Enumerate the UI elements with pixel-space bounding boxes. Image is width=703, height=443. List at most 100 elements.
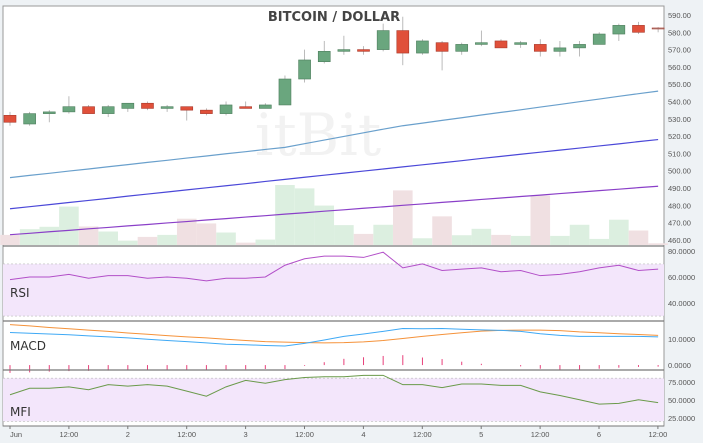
volume-bar xyxy=(235,242,256,245)
price-tick-label: 510.00 xyxy=(668,149,691,158)
candle xyxy=(455,44,469,52)
macd-tick-label: 10.0000 xyxy=(668,335,695,344)
volume-bar xyxy=(491,234,511,245)
volume-bar xyxy=(334,225,354,245)
volume-bar xyxy=(569,224,590,245)
candle xyxy=(200,109,213,114)
rsi-tick-label: 60.0000 xyxy=(668,273,695,282)
price-tick-label: 490.00 xyxy=(668,184,691,193)
volume-bar xyxy=(78,226,99,245)
macd-label: MACD xyxy=(10,339,46,353)
price-tick-label: 470.00 xyxy=(668,219,691,228)
candle xyxy=(141,102,154,109)
volume-bar xyxy=(353,233,374,245)
candle xyxy=(278,78,292,106)
volume-bar xyxy=(0,234,20,245)
volume-bar xyxy=(628,230,649,245)
volume-bar xyxy=(19,229,40,245)
macd-line xyxy=(9,328,659,347)
candle xyxy=(317,51,331,63)
mfi-tick-label: 25.0000 xyxy=(668,414,695,423)
price-tick-label: 530.00 xyxy=(668,115,691,124)
price-tick-label: 560.00 xyxy=(668,63,691,72)
volume-bar xyxy=(196,223,217,245)
volume-bar xyxy=(59,206,79,245)
moving-average-line-2 xyxy=(9,138,659,210)
candle xyxy=(632,25,645,33)
volume-bar xyxy=(39,226,60,245)
volume-bar xyxy=(510,235,531,245)
candle xyxy=(160,106,174,109)
rsi-tick-label: 80.0000 xyxy=(668,247,695,256)
volume-bar xyxy=(98,231,118,245)
candle xyxy=(533,44,547,52)
mfi-line xyxy=(9,374,659,405)
candle xyxy=(259,104,272,109)
candle xyxy=(101,106,115,114)
volume-bar xyxy=(255,239,276,245)
candle xyxy=(298,59,311,80)
volume-bar xyxy=(530,195,551,245)
x-tick-label: 12:00 xyxy=(413,430,432,439)
volume-bar xyxy=(412,238,433,245)
price-tick-label: 590.00 xyxy=(668,11,691,20)
volume-bar xyxy=(176,218,197,245)
macd-signal-line xyxy=(9,324,659,344)
candle xyxy=(357,49,370,52)
candle xyxy=(435,42,449,52)
price-tick-label: 480.00 xyxy=(668,201,691,210)
rsi-label: RSI xyxy=(10,286,30,300)
volume-bar xyxy=(589,238,609,245)
candle xyxy=(219,104,233,114)
moving-average-line-1 xyxy=(9,90,659,179)
volume-bar xyxy=(648,243,668,245)
x-tick-label: 12:00 xyxy=(177,430,196,439)
candle xyxy=(592,33,606,45)
candle xyxy=(239,106,252,109)
volume-bar xyxy=(216,232,236,245)
volume-bar xyxy=(609,219,629,245)
volume-bar xyxy=(451,235,472,245)
chart-title: BITCOIN / DOLLAR xyxy=(268,10,400,25)
volume-bar xyxy=(393,190,413,245)
x-tick-label: Jun xyxy=(10,430,22,439)
x-tick-label: 3 xyxy=(244,430,248,439)
volume-bar xyxy=(550,235,570,245)
candle xyxy=(376,30,390,50)
volume-bar xyxy=(118,240,138,245)
x-tick-label: 12:00 xyxy=(60,430,79,439)
candle xyxy=(82,106,95,114)
x-tick-label: 6 xyxy=(597,430,601,439)
volume-bar xyxy=(373,224,393,245)
x-tick-label: 12:00 xyxy=(295,430,314,439)
candle xyxy=(494,40,508,49)
price-tick-label: 540.00 xyxy=(668,98,691,107)
candle xyxy=(23,113,36,125)
volume-bar xyxy=(137,236,158,245)
candle xyxy=(553,47,567,52)
candle xyxy=(180,106,194,111)
macd-tick-label: 0.0000 xyxy=(668,361,691,370)
x-tick-label: 2 xyxy=(126,430,130,439)
candle xyxy=(651,27,665,30)
volume-bar xyxy=(314,205,335,245)
mfi-tick-label: 75.0000 xyxy=(668,378,695,387)
candle xyxy=(42,111,56,114)
candle xyxy=(62,106,76,113)
candle xyxy=(475,42,488,45)
candle xyxy=(337,49,351,52)
volume-bar xyxy=(294,188,315,245)
x-tick-label: 12:00 xyxy=(531,430,550,439)
price-tick-label: 570.00 xyxy=(668,46,691,55)
x-tick-label: 5 xyxy=(479,430,483,439)
price-tick-label: 500.00 xyxy=(668,167,691,176)
volume-bar xyxy=(275,185,295,245)
candle xyxy=(514,42,527,45)
x-tick-label: 12:00 xyxy=(649,430,668,439)
rsi-line xyxy=(9,251,659,282)
candle xyxy=(612,25,626,35)
candle xyxy=(416,40,429,54)
price-tick-label: 460.00 xyxy=(668,236,691,245)
indicator-band xyxy=(3,263,664,317)
